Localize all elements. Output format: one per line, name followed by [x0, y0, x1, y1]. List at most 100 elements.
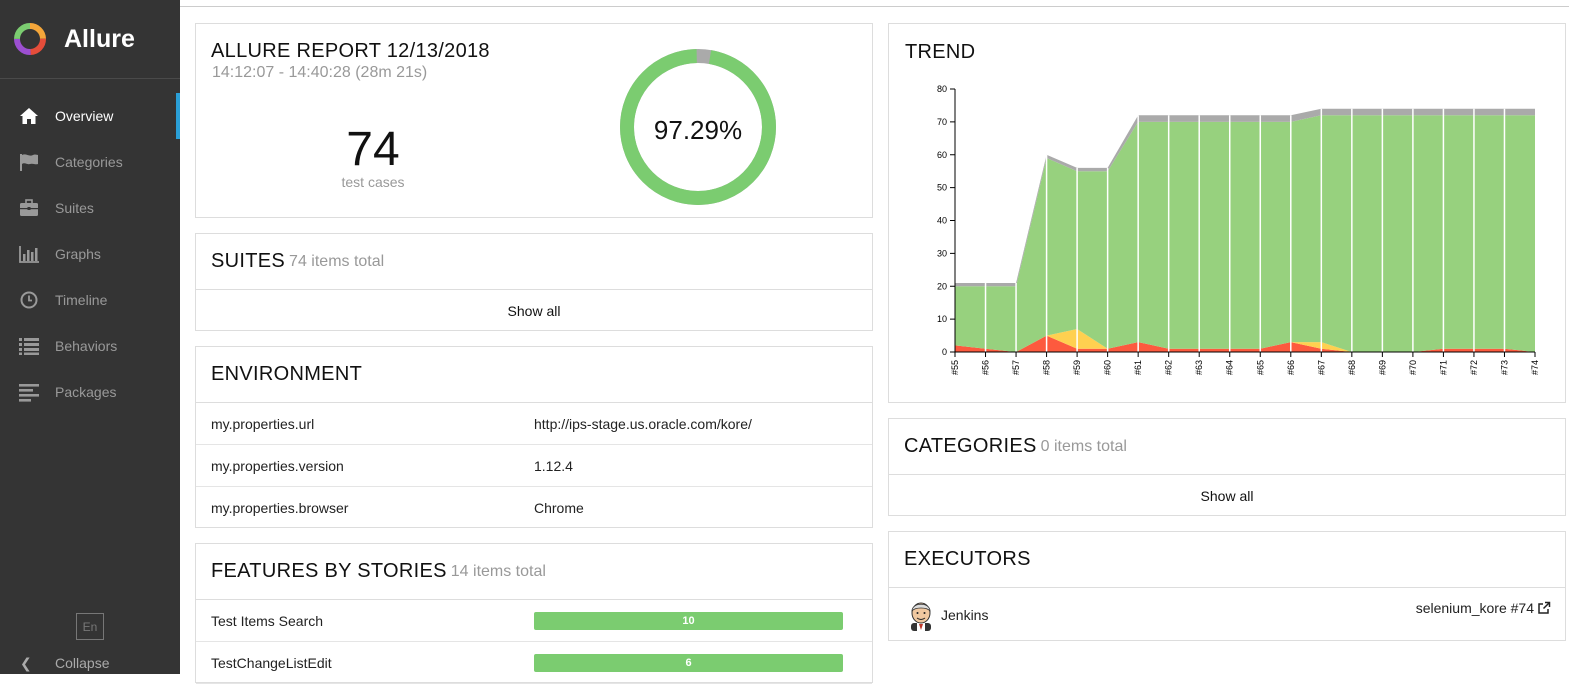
trend-y-tick-label: 40 — [937, 216, 947, 226]
collapse-label: Collapse — [55, 655, 110, 671]
executors-header: EXECUTORS — [889, 532, 1565, 588]
report-time-range: 14:12:07 - 14:40:28 (28m 21s) — [212, 64, 428, 81]
bar-chart-icon — [18, 244, 40, 264]
trend-x-tick-label[interactable]: #71 — [1438, 360, 1448, 375]
env-value: 1.12.4 — [534, 457, 573, 474]
sidebar-item-label: Overview — [55, 108, 114, 124]
trend-title: TREND — [905, 41, 976, 63]
feature-status-bar[interactable]: 10 — [534, 611, 843, 630]
suites-widget: SUITES 74 items total Show all — [195, 233, 873, 331]
trend-y-tick-label: 50 — [937, 183, 947, 193]
trend-x-tick-label[interactable]: #56 — [981, 360, 991, 375]
suites-show-all-button[interactable]: Show all — [507, 302, 561, 319]
trend-x-tick-label[interactable]: #61 — [1133, 360, 1143, 375]
suites-total: 74 items total — [289, 252, 385, 270]
sidebar-item-timeline[interactable]: Timeline — [0, 277, 180, 323]
trend-x-tick-label[interactable]: #74 — [1530, 360, 1540, 375]
trend-x-tick-label[interactable]: #73 — [1499, 360, 1509, 375]
sidebar-item-label: Behaviors — [55, 338, 118, 354]
suites-title: SUITES — [211, 250, 286, 272]
categories-total: 0 items total — [1040, 437, 1127, 455]
features-total: 14 items total — [450, 562, 546, 580]
table-row: my.properties.version 1.12.4 — [196, 445, 872, 487]
clock-icon — [18, 290, 40, 310]
executors-title: EXECUTORS — [904, 548, 1031, 570]
trend-x-tick-label[interactable]: #63 — [1194, 360, 1204, 375]
trend-x-tick-label[interactable]: #57 — [1011, 360, 1021, 375]
external-link-icon — [1538, 601, 1551, 614]
trend-widget: 0 10 20 30 40 50 60 70 80 #55 #56 #57 #58 #59 #60 #61 #6… — [888, 23, 1566, 403]
env-value: Chrome — [534, 500, 584, 516]
trend-x-tick-label[interactable]: #67 — [1316, 360, 1326, 375]
trend-x-tick-label[interactable]: #69 — [1377, 360, 1387, 375]
trend-x-tick-label[interactable]: #68 — [1347, 360, 1357, 375]
trend-x-tick-label[interactable]: #58 — [1042, 360, 1052, 375]
sidebar: Allure Overview Categories Suites Graphs… — [0, 0, 180, 674]
sidebar-item-overview[interactable]: Overview — [0, 93, 180, 139]
feature-status-bar[interactable]: 6 — [534, 653, 843, 672]
jenkins-avatar-icon — [911, 602, 931, 631]
categories-show-all-button[interactable]: Show all — [1200, 487, 1254, 504]
brand[interactable]: Allure — [0, 0, 180, 79]
feature-name: Test Items Search — [211, 612, 324, 629]
sidebar-item-suites[interactable]: Suites — [0, 185, 180, 231]
chevron-left-icon: ❮ — [20, 654, 32, 671]
sidebar-item-label: Graphs — [55, 246, 101, 262]
sidebar-item-behaviors[interactable]: Behaviors — [0, 323, 180, 369]
features-title: FEATURES BY STORIES — [211, 560, 447, 582]
sidebar-item-graphs[interactable]: Graphs — [0, 231, 180, 277]
env-key: my.properties.browser — [211, 500, 349, 516]
trend-y-tick-label: 30 — [937, 248, 947, 258]
briefcase-icon — [18, 198, 40, 218]
trend-y-tick-label: 80 — [937, 84, 947, 94]
trend-x-tick-label[interactable]: #64 — [1225, 360, 1235, 375]
list-icon — [18, 336, 40, 356]
donut-passed-segment[interactable] — [620, 49, 776, 205]
collapse-button[interactable]: ❮ Collapse — [0, 652, 180, 674]
env-value: http://ips-stage.us.oracle.com/kore/ — [534, 415, 752, 432]
feature-row[interactable]: Test Items Search 10 — [196, 600, 872, 642]
feature-row[interactable]: TestChangeListEdit 6 — [196, 642, 872, 684]
sidebar-item-label: Timeline — [55, 292, 108, 308]
test-case-label: test cases — [341, 174, 405, 190]
executors-widget: EXECUTORS Jenkins selenium_kore #74 — [888, 531, 1566, 641]
trend-area-passed[interactable] — [955, 115, 1535, 352]
trend-x-tick-label[interactable]: #55 — [950, 360, 960, 375]
executor-build-link[interactable]: selenium_kore #74 — [1416, 600, 1551, 616]
pass-rate-donut[interactable] — [619, 47, 777, 207]
features-header: FEATURES BY STORIES 14 items total — [196, 544, 872, 600]
environment-widget: ENVIRONMENT my.properties.url http://ips… — [195, 346, 873, 528]
trend-x-tick-label[interactable]: #62 — [1164, 360, 1174, 375]
app-name: Allure — [64, 24, 135, 53]
align-left-icon — [18, 382, 40, 402]
trend-y-tick-label: 10 — [937, 314, 947, 324]
trend-x-tick-label[interactable]: #59 — [1072, 360, 1082, 375]
report-title: ALLURE REPORT 12/13/2018 — [211, 40, 490, 62]
trend-area-broken[interactable] — [955, 328, 1535, 352]
trend-x-tick-label[interactable]: #60 — [1103, 360, 1113, 375]
trend-x-tick-label[interactable]: #70 — [1408, 360, 1418, 375]
trend-y-tick-label: 0 — [942, 347, 947, 357]
table-row: my.properties.url http://ips-stage.us.or… — [196, 403, 872, 445]
categories-title: CATEGORIES — [904, 435, 1037, 457]
suites-header: SUITES 74 items total — [196, 234, 872, 290]
sidebar-item-label: Packages — [55, 384, 117, 400]
summary-widget: ALLURE REPORT 12/13/2018 14:12:07 - 14:4… — [195, 23, 873, 218]
executor-build-label: selenium_kore #74 — [1415, 600, 1534, 616]
sidebar-item-categories[interactable]: Categories — [0, 139, 180, 185]
env-key: my.properties.url — [211, 415, 315, 432]
executor-name: Jenkins — [941, 606, 989, 623]
feature-name: TestChangeListEdit — [211, 654, 332, 671]
trend-y-tick-label: 20 — [937, 281, 947, 291]
env-key: my.properties.version — [211, 457, 344, 474]
trend-x-tick-label[interactable]: #66 — [1286, 360, 1296, 375]
language-button[interactable]: En — [76, 613, 104, 640]
trend-chart[interactable]: 0 10 20 30 40 50 60 70 80 #55 #56 #57 #58 #59 #60 #61 #6… — [889, 24, 1565, 402]
test-case-count: 74 — [346, 123, 400, 176]
sidebar-nav: Overview Categories Suites Graphs Timeli… — [0, 93, 180, 415]
trend-x-tick-label[interactable]: #72 — [1469, 360, 1479, 375]
trend-x-tick-label[interactable]: #65 — [1255, 360, 1265, 375]
trend-y-tick-label: 70 — [937, 117, 947, 127]
sidebar-item-packages[interactable]: Packages — [0, 369, 180, 415]
trend-y-tick-label: 60 — [937, 150, 947, 160]
